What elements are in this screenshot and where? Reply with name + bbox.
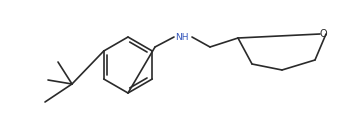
Text: O: O: [319, 29, 327, 39]
Text: NH: NH: [175, 32, 189, 41]
